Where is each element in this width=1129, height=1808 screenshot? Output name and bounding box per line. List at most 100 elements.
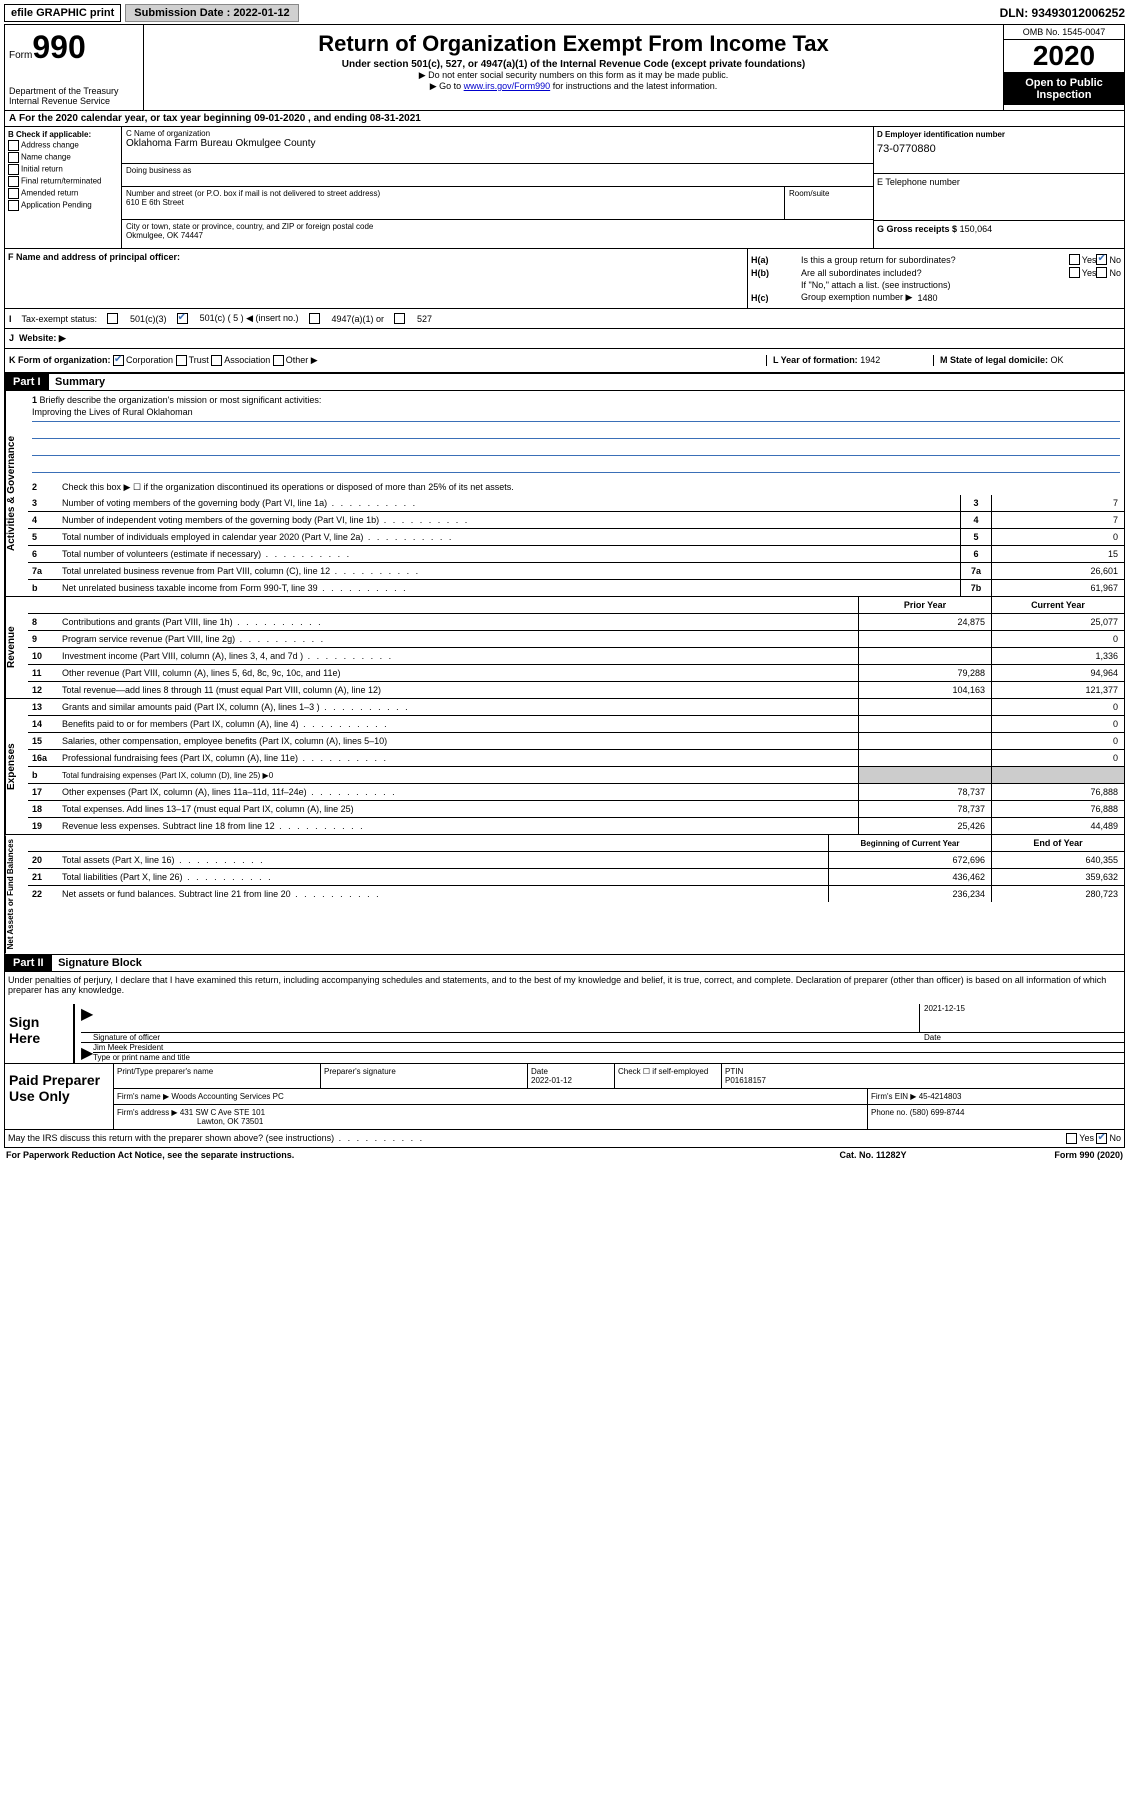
line20-text: Total assets (Part X, line 16): [60, 853, 828, 867]
line6-val: 15: [991, 546, 1124, 562]
expenses-section: Expenses 13Grants and similar amounts pa…: [5, 699, 1124, 835]
gross-label: G Gross receipts $: [877, 224, 957, 234]
line5-text: Total number of individuals employed in …: [60, 530, 960, 544]
chk-initial[interactable]: Initial return: [8, 164, 118, 175]
line7a-val: 26,601: [991, 563, 1124, 579]
line10-text: Investment income (Part VIII, column (A)…: [60, 649, 858, 663]
discuss-yes[interactable]: [1066, 1133, 1077, 1144]
topbar: efile GRAPHIC print Submission Date : 20…: [4, 4, 1125, 22]
j-label: J: [9, 333, 14, 343]
inspection-label: Open to Public Inspection: [1004, 73, 1124, 105]
line3-text: Number of voting members of the governin…: [60, 496, 960, 510]
date-label: Date: [920, 1033, 1124, 1042]
part2-badge: Part II: [5, 955, 52, 971]
chk-corp[interactable]: [113, 355, 124, 366]
addr-row: Number and street (or P.O. box if mail i…: [122, 187, 873, 219]
sign-here-label: Sign Here: [5, 1004, 73, 1063]
bottom-note: For Paperwork Reduction Act Notice, see …: [4, 1148, 1125, 1162]
line13-text: Grants and similar amounts paid (Part IX…: [60, 700, 858, 714]
discuss-row: May the IRS discuss this return with the…: [5, 1129, 1124, 1147]
mission-value: Improving the Lives of Rural Oklahoman: [32, 407, 1120, 422]
part2-header: Part II Signature Block: [5, 955, 1124, 972]
line15-text: Salaries, other compensation, employee b…: [60, 734, 858, 748]
netassets-section: Net Assets or Fund Balances Beginning of…: [5, 835, 1124, 954]
k-label: K Form of organization:: [9, 355, 111, 365]
type-name-label: Type or print name and title: [93, 1052, 1124, 1062]
ptin-value: P01618157: [725, 1076, 766, 1085]
i-label: I: [9, 314, 12, 324]
street-value: 610 E 6th Street: [126, 198, 780, 207]
header-center: Return of Organization Exempt From Incom…: [144, 25, 1003, 110]
street-label: Number and street (or P.O. box if mail i…: [126, 189, 780, 198]
paid-preparer-block: Paid Preparer Use Only Print/Type prepar…: [5, 1063, 1124, 1129]
hb-no[interactable]: [1096, 267, 1107, 278]
chk-addr-change[interactable]: Address change: [8, 140, 118, 151]
chk-assoc[interactable]: [211, 355, 222, 366]
col-b-checkboxes: B Check if applicable: Address change Na…: [5, 127, 122, 248]
dba-box: Doing business as: [122, 164, 873, 187]
q1-text: Briefly describe the organization's miss…: [40, 395, 322, 405]
cat-no: Cat. No. 11282Y: [773, 1150, 973, 1160]
vtab-expenses: Expenses: [5, 699, 28, 834]
line3-val: 7: [991, 495, 1124, 511]
chk-amended[interactable]: Amended return: [8, 188, 118, 199]
firm-ein: 45-4214803: [919, 1092, 962, 1101]
chk-final[interactable]: Final return/terminated: [8, 176, 118, 187]
chk-other[interactable]: [273, 355, 284, 366]
line6-text: Total number of volunteers (estimate if …: [60, 547, 960, 561]
line21-text: Total liabilities (Part X, line 26): [60, 870, 828, 884]
q2-text: Check this box ▶ ☐ if the organization d…: [60, 480, 1124, 495]
vtab-netassets: Net Assets or Fund Balances: [5, 835, 28, 953]
activities-section: Activities & Governance 1 Briefly descri…: [5, 391, 1124, 597]
ha-yes[interactable]: [1069, 254, 1080, 265]
header-right: OMB No. 1545-0047 2020 Open to Public In…: [1003, 25, 1124, 110]
note2-pre: ▶ Go to: [430, 81, 464, 91]
chk-pending[interactable]: Application Pending: [8, 200, 118, 211]
prep-name-label: Print/Type preparer's name: [113, 1064, 320, 1088]
line11-text: Other revenue (Part VIII, column (A), li…: [60, 666, 858, 680]
row-a-period: A For the 2020 calendar year, or tax yea…: [5, 111, 1124, 127]
tel-label: E Telephone number: [877, 177, 1121, 187]
self-employed-check[interactable]: Check ☐ if self-employed: [614, 1064, 721, 1088]
period-text: For the 2020 calendar year, or tax year …: [19, 113, 421, 124]
part1-header: Part I Summary: [5, 374, 1124, 391]
ha-no[interactable]: [1096, 254, 1107, 265]
chk-501c3[interactable]: [107, 313, 118, 324]
mission-blank2: [32, 441, 1120, 456]
submission-date[interactable]: Submission Date : 2022-01-12: [125, 4, 298, 22]
line9-text: Program service revenue (Part VIII, line…: [60, 632, 858, 646]
hdr-prior: Prior Year: [858, 597, 991, 613]
m-label: M State of legal domicile:: [940, 355, 1048, 365]
chk-501c[interactable]: [177, 313, 188, 324]
hdr-end: End of Year: [991, 835, 1124, 851]
gross-value: 150,064: [960, 224, 993, 234]
hb-note: If "No," attach a list. (see instruction…: [801, 280, 950, 290]
sig-date-value: 2021-12-15: [919, 1004, 1124, 1032]
website-row: J Website: ▶: [5, 329, 1124, 349]
discuss-no[interactable]: [1096, 1133, 1107, 1144]
line17-text: Other expenses (Part IX, column (A), lin…: [60, 785, 858, 799]
form-footer: Form 990 (2020): [973, 1150, 1123, 1160]
paperwork-notice: For Paperwork Reduction Act Notice, see …: [6, 1150, 773, 1160]
line4-text: Number of independent voting members of …: [60, 513, 960, 527]
city-label: City or town, state or province, country…: [126, 222, 869, 231]
hdr-beg: Beginning of Current Year: [828, 835, 991, 851]
l-value: 1942: [860, 355, 880, 365]
efile-label[interactable]: efile GRAPHIC print: [4, 4, 121, 22]
f-officer: F Name and address of principal officer:: [5, 249, 748, 308]
chk-527[interactable]: [394, 313, 405, 324]
paid-preparer-label: Paid Preparer Use Only: [5, 1064, 113, 1129]
firm-addr2: Lawton, OK 73501: [197, 1117, 263, 1126]
tax-status-row: I Tax-exempt status: 501(c)(3) 501(c) ( …: [5, 309, 1124, 329]
arrow-icon: ▶: [81, 1043, 93, 1063]
chk-4947[interactable]: [309, 313, 320, 324]
note-link: ▶ Go to www.irs.gov/Form990 for instruct…: [148, 81, 999, 92]
k-form-row: K Form of organization: Corporation Trus…: [5, 349, 1124, 374]
tax-exempt-label: Tax-exempt status:: [22, 314, 98, 324]
hb-yes[interactable]: [1069, 267, 1080, 278]
ha-label: H(a): [751, 255, 801, 265]
irs-link[interactable]: www.irs.gov/Form990: [464, 81, 551, 91]
tax-year: 2020: [1004, 40, 1124, 73]
chk-trust[interactable]: [176, 355, 187, 366]
chk-name-change[interactable]: Name change: [8, 152, 118, 163]
